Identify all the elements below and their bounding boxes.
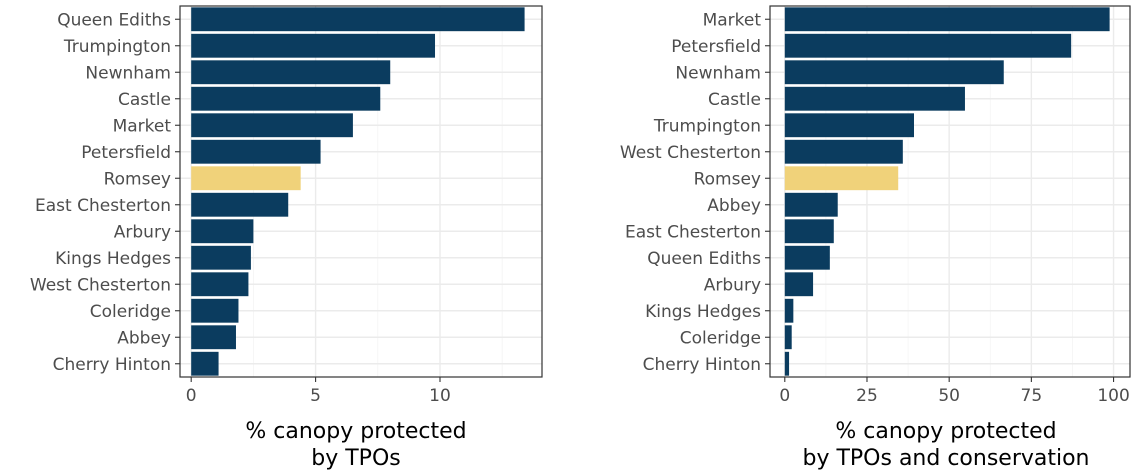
y-tick-label: Trumpington xyxy=(653,116,761,136)
bar-romsey xyxy=(191,166,301,191)
x-axis-title: % canopy protected xyxy=(835,419,1056,444)
y-tick-label: Coleridge xyxy=(680,328,761,348)
bar-market xyxy=(784,7,1110,32)
y-tick-label: Petersfield xyxy=(81,143,171,163)
y-tick-label: Castle xyxy=(118,90,171,110)
bar-trumpington xyxy=(191,33,436,58)
bar-castle xyxy=(784,86,965,111)
bar-abbey xyxy=(191,325,236,350)
bar-petersfield xyxy=(784,33,1072,58)
x-axis-title: by TPOs and conservation xyxy=(802,446,1089,471)
x-tick-label: 5 xyxy=(310,386,321,406)
bar-petersfield xyxy=(191,139,321,164)
bar-arbury xyxy=(191,219,254,244)
x-axis-title: % canopy protected xyxy=(245,419,466,444)
y-tick-label: Arbury xyxy=(704,275,761,295)
y-tick-label: West Chesterton xyxy=(30,275,171,295)
bar-market xyxy=(191,113,353,138)
y-tick-label: East Chesterton xyxy=(625,222,761,242)
bar-kings-hedges xyxy=(191,245,251,270)
bar-east-chesterton xyxy=(784,219,834,244)
y-tick-label: Newnham xyxy=(85,63,171,83)
y-tick-label: Trumpington xyxy=(63,37,171,57)
y-tick-label: Queen Ediths xyxy=(647,249,761,269)
y-tick-label: West Chesterton xyxy=(620,143,761,163)
bar-cherry-hinton xyxy=(784,351,790,376)
x-tick-label: 50 xyxy=(938,386,960,406)
x-tick-label: 0 xyxy=(779,386,790,406)
bar-castle xyxy=(191,86,381,111)
x-tick-label: 25 xyxy=(856,386,878,406)
bar-west-chesterton xyxy=(784,139,903,164)
y-tick-label: Kings Hedges xyxy=(55,249,171,269)
chart-panel-1: Queen Ediths Trumpington Newnham Castle Mark… xyxy=(30,5,543,471)
panel-border xyxy=(179,5,543,378)
bar-queen-ediths xyxy=(784,245,830,270)
bar-abbey xyxy=(784,192,838,217)
y-tick-label: Romsey xyxy=(104,169,171,189)
y-tick-label: Market xyxy=(113,116,172,136)
y-tick-label: Petersfield xyxy=(671,37,761,57)
x-tick-label: 10 xyxy=(429,386,451,406)
y-tick-label: Romsey xyxy=(694,169,761,189)
y-tick-label: Market xyxy=(703,10,762,30)
bar-coleridge xyxy=(784,325,792,350)
bar-west-chesterton xyxy=(191,272,249,297)
bar-coleridge xyxy=(191,298,239,323)
bar-arbury xyxy=(784,272,814,297)
bar-queen-ediths xyxy=(191,7,525,32)
x-tick-label: 100 xyxy=(1097,386,1129,406)
x-tick-label: 0 xyxy=(186,386,197,406)
x-axis-title: by TPOs xyxy=(311,446,400,471)
bar-newnham xyxy=(784,60,1004,85)
bar-romsey xyxy=(784,166,899,191)
bar-east-chesterton xyxy=(191,192,289,217)
y-tick-label: Abbey xyxy=(117,328,171,348)
chart-panel-2: Market Petersfield Newnham Castle Trumpingto… xyxy=(620,5,1131,471)
y-tick-label: Abbey xyxy=(707,196,761,216)
y-tick-label: Cherry Hinton xyxy=(53,355,171,375)
bar-cherry-hinton xyxy=(191,351,219,376)
bar-kings-hedges xyxy=(784,298,794,323)
bar-trumpington xyxy=(784,113,914,138)
bar-newnham xyxy=(191,60,391,85)
y-tick-label: Arbury xyxy=(114,222,171,242)
y-tick-label: Coleridge xyxy=(90,302,171,322)
y-tick-label: Newnham xyxy=(675,63,761,83)
y-tick-label: Queen Ediths xyxy=(57,10,171,30)
x-tick-label: 75 xyxy=(1021,386,1043,406)
y-tick-label: East Chesterton xyxy=(35,196,171,216)
y-tick-label: Castle xyxy=(708,90,761,110)
y-tick-label: Cherry Hinton xyxy=(643,355,761,375)
panel-border xyxy=(769,5,1131,378)
y-tick-label: Kings Hedges xyxy=(645,302,761,322)
